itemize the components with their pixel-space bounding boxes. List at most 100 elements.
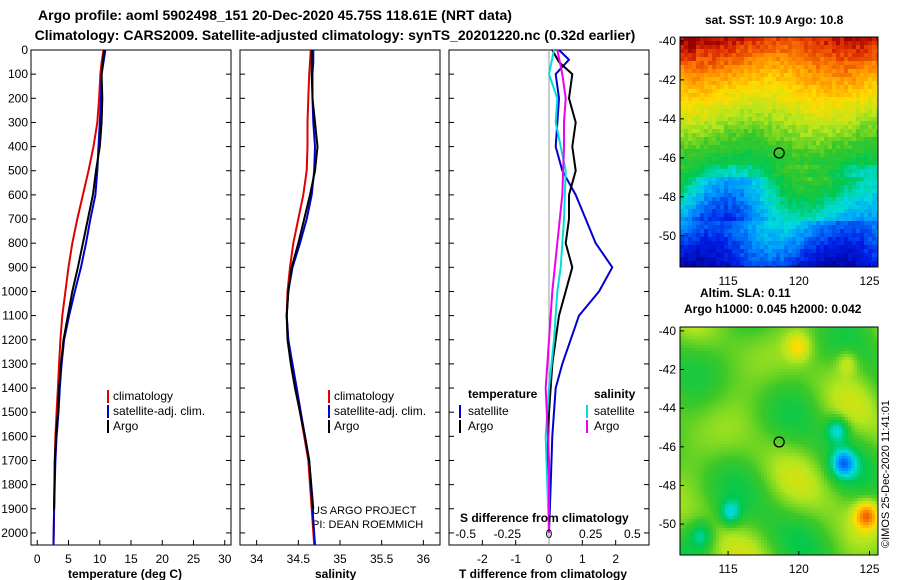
map-cell — [808, 225, 813, 230]
map-cell — [812, 129, 817, 134]
map-cell — [832, 253, 837, 258]
map-cell — [683, 327, 687, 331]
map-cell — [856, 153, 861, 158]
map-cell — [836, 101, 841, 106]
map-cell — [785, 348, 789, 352]
map-cell — [784, 193, 789, 198]
map-cell — [804, 133, 809, 138]
map-cell — [736, 233, 741, 238]
map-cell — [696, 189, 701, 194]
map-cell — [749, 369, 753, 373]
map-cell — [800, 189, 805, 194]
map-cell — [707, 369, 711, 373]
map-cell — [704, 339, 708, 343]
map-cell — [755, 354, 759, 358]
map-cell — [824, 360, 828, 364]
map-cell — [836, 133, 841, 138]
map-cell — [686, 348, 690, 352]
map-cell — [784, 261, 789, 266]
map-cell — [848, 89, 853, 94]
map-cell — [804, 189, 809, 194]
map-cell — [764, 41, 769, 46]
map-cell — [756, 45, 761, 50]
map-cell — [688, 221, 693, 226]
map-cell — [720, 149, 725, 154]
map-cell — [692, 363, 696, 367]
map-cell — [857, 405, 861, 409]
map-cell — [860, 333, 864, 337]
map-cell — [746, 330, 750, 334]
map-cell — [689, 360, 693, 364]
map-cell — [680, 237, 685, 242]
map-cell — [860, 378, 864, 382]
map-cell — [836, 117, 841, 122]
map-cell — [688, 45, 693, 50]
map-cell — [755, 330, 759, 334]
map-cell — [736, 173, 741, 178]
map-cell — [836, 229, 841, 234]
map-cell — [761, 378, 765, 382]
map-cell — [779, 378, 783, 382]
map-cell — [844, 157, 849, 162]
map-cell — [828, 121, 833, 126]
map-cell — [860, 137, 865, 142]
map-cell — [704, 197, 709, 202]
map-cell — [746, 393, 750, 397]
map-cell — [773, 405, 777, 409]
map-cell — [788, 265, 793, 267]
map-cell — [701, 402, 705, 406]
map-cell — [704, 177, 709, 182]
map-cell — [797, 345, 801, 349]
map-cell — [716, 336, 720, 340]
map-cell — [856, 125, 861, 130]
map-cell — [803, 372, 807, 376]
map-cell — [818, 378, 822, 382]
map-cell — [732, 149, 737, 154]
map-cell — [780, 57, 785, 62]
map-cell — [782, 381, 786, 385]
map-cell — [688, 57, 693, 62]
map-cell — [680, 125, 685, 130]
map-cell — [722, 339, 726, 343]
map-cell — [844, 49, 849, 54]
map-cell — [872, 177, 877, 182]
map-cell — [848, 129, 853, 134]
map-cell — [748, 153, 753, 158]
map-cell — [772, 201, 777, 206]
map-cell — [842, 333, 846, 337]
map-cell — [803, 336, 807, 340]
map-cell — [840, 49, 845, 54]
map-cell — [796, 241, 801, 246]
map-cell — [828, 197, 833, 202]
map-cell — [856, 249, 861, 254]
map-cell — [776, 241, 781, 246]
map-cell — [728, 357, 732, 361]
map-cell — [840, 101, 845, 106]
map-cell — [868, 57, 873, 62]
map-cell — [797, 327, 801, 331]
map-cell — [760, 89, 765, 94]
map-cell — [722, 405, 726, 409]
map-cell — [704, 237, 709, 242]
map-cell — [704, 360, 708, 364]
map-cell — [852, 169, 857, 174]
map-cell — [832, 141, 837, 146]
map-cell — [752, 233, 757, 238]
map-cell — [856, 209, 861, 214]
map-cell — [764, 201, 769, 206]
map-cell — [784, 197, 789, 202]
map-cell — [832, 181, 837, 186]
map-cell — [758, 381, 762, 385]
map-cell — [732, 49, 737, 54]
map-cell — [701, 411, 705, 415]
map-cell — [827, 378, 831, 382]
map-cell — [854, 360, 858, 364]
map-cell — [732, 157, 737, 162]
map-cell — [812, 342, 816, 346]
map-cell — [851, 402, 855, 406]
map-cell — [740, 237, 745, 242]
map-cell — [780, 89, 785, 94]
series-line-temperature-satellite — [548, 49, 614, 533]
map-cell — [851, 348, 855, 352]
map-cell — [716, 393, 720, 397]
